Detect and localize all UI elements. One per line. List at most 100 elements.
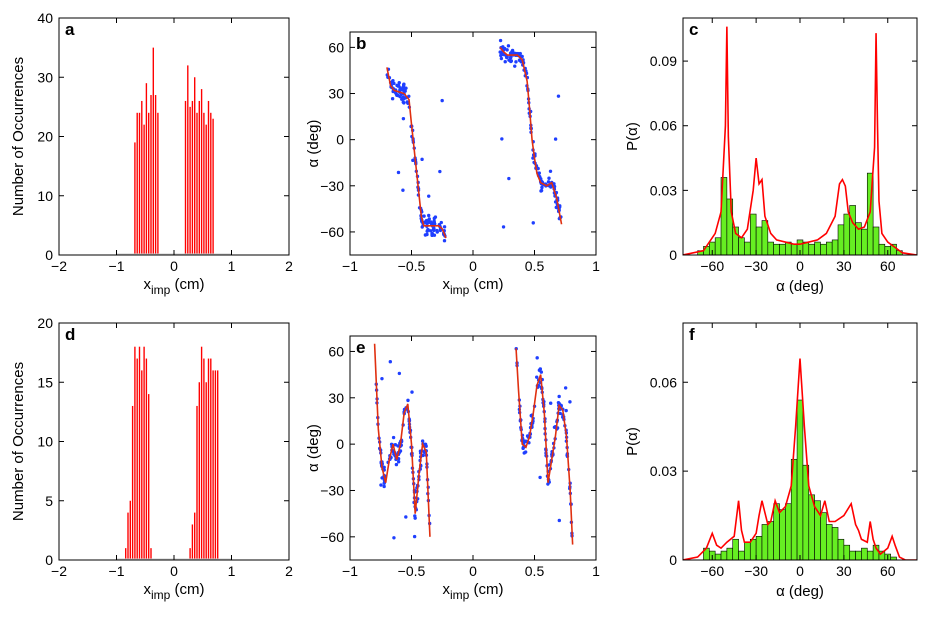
plot-area — [683, 26, 917, 255]
outlier-e-1-2 — [557, 518, 562, 523]
outlier-b-0-0 — [396, 170, 401, 175]
hist-bar-c-20 — [814, 241, 821, 255]
bar-d-13 — [191, 524, 194, 560]
bar-d-3 — [131, 405, 134, 560]
outlier-b-1-2 — [548, 169, 553, 173]
fit-line-e-1 — [515, 348, 574, 545]
point-b-0-117 — [426, 219, 430, 223]
panel-label: f — [689, 325, 695, 344]
bar-a-3 — [141, 100, 143, 255]
y-axis-label: P(α) — [624, 427, 641, 456]
point-b-1-109 — [514, 60, 518, 64]
point-b-0-132 — [435, 228, 439, 233]
x-tick-label: 0 — [469, 563, 477, 579]
y-tick-label: 20 — [37, 129, 53, 145]
x-axis-label: ximp (cm) — [144, 581, 205, 602]
x-axis-label: ximp (cm) — [144, 276, 205, 297]
hist-bar-c-25 — [843, 213, 851, 255]
fit-line-b-0 — [386, 67, 447, 239]
hist-bar-f-9 — [755, 535, 763, 560]
bar-a-22 — [207, 100, 210, 255]
bar-a-10 — [157, 112, 159, 255]
hist-bar-f-19 — [814, 500, 821, 560]
point-b-1-124 — [520, 54, 524, 59]
y-tick-label: 30 — [328, 390, 344, 406]
bar-a-6 — [148, 112, 150, 255]
panel-label: a — [65, 20, 75, 39]
x-tick-label: −0.5 — [398, 563, 426, 579]
outlier-b-0-6 — [401, 188, 405, 192]
bar-d-8 — [143, 346, 145, 560]
point-b-0-120 — [432, 219, 436, 223]
bar-d-15 — [196, 405, 198, 560]
point-b-1-119 — [503, 59, 507, 64]
y-tick-label: 10 — [37, 188, 53, 204]
axes-box — [682, 17, 918, 256]
y-tick-label: 20 — [37, 315, 53, 331]
panel-label: c — [689, 20, 698, 39]
plot-area — [385, 38, 563, 243]
x-tick-label: 1 — [228, 563, 236, 579]
y-tick-label: 0 — [669, 247, 677, 263]
outlier-b-0-3 — [401, 116, 406, 121]
bar-d-11 — [150, 548, 152, 560]
y-tick-label: 0 — [669, 552, 677, 568]
outlier-e-0-3 — [404, 515, 408, 519]
hist-bar-c-26 — [849, 205, 856, 255]
x-axis-label-main: x — [144, 581, 152, 598]
outlier-b-1-3 — [500, 137, 504, 141]
y-tick-label: 60 — [328, 343, 344, 359]
hist-bar-c-19 — [808, 243, 815, 255]
x-tick-label: −60 — [700, 258, 724, 274]
bar-a-12 — [184, 100, 187, 255]
x-tick-label: 0.5 — [525, 563, 545, 579]
point-b-0-4 — [397, 81, 401, 85]
hist-bar-f-28 — [866, 550, 874, 560]
bar-d-5 — [136, 358, 138, 560]
point-b-1-28 — [547, 176, 551, 180]
point-b-0-112 — [401, 95, 405, 100]
point-b-1-23 — [513, 64, 517, 68]
outlier-e-0-7 — [380, 376, 384, 381]
hist-bar-f-6 — [738, 550, 745, 560]
bar-d-2 — [129, 500, 131, 560]
bar-a-20 — [203, 112, 205, 255]
x-tick-label: 30 — [836, 258, 852, 274]
y-tick-label: 5 — [45, 493, 53, 509]
y-axis-label: Number of Occurrences — [10, 362, 27, 521]
hist-bar-f-3 — [720, 550, 728, 560]
hist-bar-c-3 — [714, 237, 722, 255]
hist-bar-f-13 — [779, 509, 786, 560]
x-tick-label: 60 — [880, 258, 896, 274]
plot-area — [373, 343, 574, 545]
x-tick-label: 0 — [170, 258, 178, 274]
x-tick-label: −60 — [700, 563, 724, 579]
bar-a-18 — [198, 100, 200, 255]
hist-bar-f-26 — [855, 550, 862, 560]
bar-d-23 — [214, 370, 217, 560]
point-b-1-89 — [501, 45, 505, 49]
bar-a-2 — [138, 112, 141, 255]
bar-d-1 — [127, 512, 129, 560]
bar-d-9 — [145, 358, 148, 560]
y-tick-label: −30 — [320, 178, 344, 194]
outlier-e-0-5 — [412, 534, 417, 539]
x-axis-label-unit: (cm) — [469, 581, 503, 598]
point-b-0-139 — [430, 232, 434, 236]
hist-bar-c-31 — [878, 243, 886, 255]
y-tick-label: 0 — [45, 552, 53, 568]
x-tick-label: −30 — [744, 258, 768, 274]
bar-a-5 — [145, 83, 148, 255]
outlier-b-0-4 — [420, 157, 424, 162]
outlier-b-0-5 — [411, 158, 415, 163]
bar-a-24 — [212, 118, 214, 255]
point-b-1-77 — [509, 59, 514, 63]
bar-d-18 — [203, 358, 205, 560]
bar-d-20 — [207, 358, 210, 560]
point-b-0-115 — [398, 94, 402, 99]
bar-a-14 — [189, 106, 191, 255]
point-e-0-78 — [393, 443, 398, 447]
point-e-0-127 — [413, 514, 417, 518]
x-axis-label: α (deg) — [776, 278, 824, 295]
